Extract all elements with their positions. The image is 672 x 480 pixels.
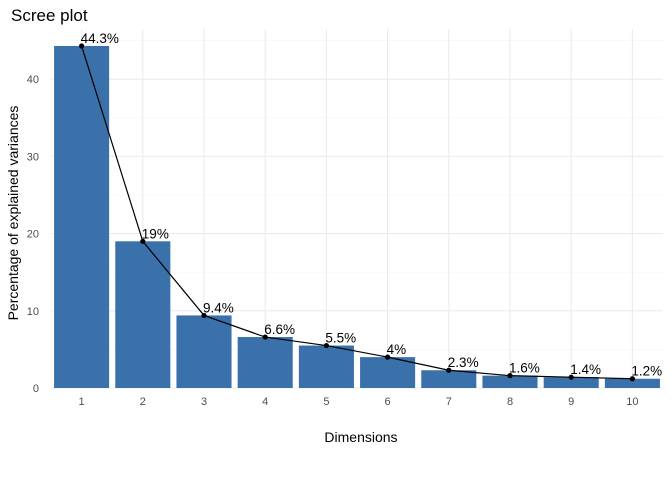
bar <box>604 378 660 388</box>
data-label: 5.5% <box>325 331 356 346</box>
y-tick-label: 30 <box>27 151 39 163</box>
data-labels: 44.3% 19% 9.4% 6.6% 5.5% 4% 2.3% 1.6% 1.4% 1.2% <box>81 31 663 379</box>
scree-point <box>507 373 513 379</box>
y-tick-label: 20 <box>27 229 39 241</box>
bars <box>54 45 660 388</box>
y-axis-ticks: 0 10 20 30 40 <box>27 74 39 395</box>
bar <box>298 345 354 388</box>
x-tick-label: 7 <box>446 396 452 408</box>
scree-points <box>79 43 636 382</box>
scree-point <box>629 376 636 382</box>
x-tick-label: 1 <box>79 396 85 408</box>
x-axis-ticks: 1 2 3 4 5 6 7 8 9 10 <box>79 396 639 408</box>
scree-point <box>140 238 146 244</box>
data-label: 4% <box>387 342 407 357</box>
bar <box>543 377 599 388</box>
scree-line-path <box>81 45 633 380</box>
x-tick-label: 10 <box>626 396 638 408</box>
scree-point <box>323 342 329 349</box>
bar <box>360 357 416 388</box>
data-label: 1.4% <box>570 362 601 377</box>
scree-point <box>446 367 452 373</box>
data-label: 9.4% <box>203 300 234 315</box>
x-tick-label: 9 <box>568 396 574 408</box>
bar <box>421 370 477 388</box>
x-tick-label: 3 <box>201 396 207 408</box>
y-axis-label: Percentage of explained variances <box>5 106 21 321</box>
y-tick-label: 0 <box>33 383 39 395</box>
data-label: 6.6% <box>264 322 295 337</box>
scree-point <box>568 374 574 380</box>
data-label: 1.6% <box>509 361 540 376</box>
y-tick-label: 10 <box>27 306 39 318</box>
x-tick-label: 4 <box>262 396 268 408</box>
scree-line <box>81 45 633 380</box>
scree-point <box>201 312 207 319</box>
bar <box>54 45 110 388</box>
data-label: 44.3% <box>81 31 119 46</box>
data-label: 2.3% <box>448 355 479 370</box>
y-tick-label: 40 <box>27 74 39 86</box>
bar <box>237 337 293 388</box>
bar <box>482 375 538 388</box>
scree-point <box>79 43 85 49</box>
data-label: 1.2% <box>631 364 662 379</box>
chart-title: Scree plot <box>11 6 88 25</box>
x-tick-label: 8 <box>507 396 513 408</box>
x-tick-label: 6 <box>385 396 391 408</box>
data-label: 19% <box>142 226 169 241</box>
scree-point <box>262 334 268 340</box>
bar <box>176 315 232 388</box>
x-tick-label: 2 <box>140 396 146 408</box>
scree-point <box>385 354 391 360</box>
x-axis-label: Dimensions <box>324 429 397 445</box>
x-tick-label: 5 <box>323 396 329 408</box>
bar <box>115 241 171 388</box>
